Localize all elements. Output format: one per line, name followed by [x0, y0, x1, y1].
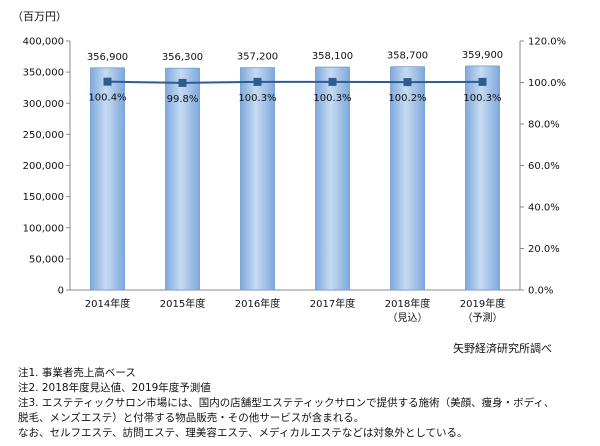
left-tick-label: 100,000 [23, 223, 64, 234]
growth-rate-line [107, 80, 483, 84]
notes: 注1. 事業者売上高ベース 注2. 2018年度見込値、2019年度予測値 注3… [18, 366, 554, 441]
left-tick-label: 350,000 [23, 68, 64, 79]
x-tick-label: 2015年度 [160, 297, 205, 310]
x-tick-label: 2016年度 [235, 297, 280, 310]
source-label: 矢野経済研究所調べ [453, 342, 552, 355]
growth-rate-label: 100.2% [388, 93, 426, 104]
left-tick-label: 50,000 [29, 254, 64, 265]
note-3: 注3. エステティックサロン市場には、国内の店舗型エステティックサロンで提供する… [18, 397, 555, 409]
bar-value-label: 356,900 [87, 52, 128, 63]
right-tick-label: 60.0% [528, 161, 560, 172]
bar-value-label: 358,700 [387, 51, 428, 62]
left-tick-label: 0 [58, 286, 64, 297]
bar [390, 66, 425, 291]
x-tick-sublabel: （見込） [388, 312, 428, 324]
growth-rate-marker [478, 77, 487, 86]
growth-rate-marker [253, 77, 262, 86]
note-1: 注1. 事業者売上高ベース [18, 367, 136, 379]
right-tick-label: 20.0% [528, 244, 560, 255]
right-tick-label: 100.0% [528, 78, 566, 89]
bar [465, 65, 500, 291]
chart-svg: 0 50,000 100,000 150,000 200,000 250,000 300,0… [23, 37, 567, 325]
growth-rate-marker [178, 78, 187, 87]
note-3-continued: 脱毛、メンズエステ）と付帯する物品販売・その他サービスが含まれる。 [18, 412, 365, 424]
note-4: なお、セルフエステ、訪問エステ、理美容エステ、メディカルエステなどは対象外として… [18, 427, 468, 439]
bar [315, 66, 350, 291]
growth-rate-label: 100.3% [463, 93, 501, 104]
left-tick-label: 200,000 [23, 161, 64, 172]
left-tick-label: 300,000 [23, 99, 64, 110]
right-tick-label: 120.0% [528, 37, 566, 48]
growth-rate-marker [403, 78, 412, 87]
bar-value-label: 356,300 [162, 52, 203, 63]
growth-rate-marker [328, 77, 337, 86]
growth-rate-label: 100.3% [313, 93, 351, 104]
bar [90, 67, 125, 291]
x-tick-label: 2018年度 [385, 297, 430, 310]
left-tick-label: 150,000 [23, 192, 64, 203]
bar-value-label: 359,900 [462, 50, 503, 61]
bar-value-label: 357,200 [237, 52, 278, 63]
growth-rate-label: 99.8% [167, 94, 199, 105]
bar [165, 67, 200, 291]
growth-rate-label: 100.4% [88, 93, 126, 104]
right-tick-label: 80.0% [528, 120, 560, 131]
chart: 0 50,000 100,000 150,000 200,000 250,000 300,0… [23, 37, 567, 325]
growth-rate-marker [103, 77, 112, 86]
left-tick-label: 400,000 [23, 37, 64, 48]
note-2: 注2. 2018年度見込値、2019年度予測値 [18, 382, 211, 394]
bar-value-label: 358,100 [312, 51, 353, 62]
growth-rate-label: 100.3% [238, 93, 276, 104]
unit-label: （百万円） [12, 10, 67, 23]
x-tick-sublabel: （予測） [463, 311, 503, 324]
x-tick-label: 2019年度 [460, 297, 505, 310]
right-tick-label: 40.0% [528, 203, 560, 214]
x-tick-label: 2017年度 [310, 297, 355, 310]
bar [240, 67, 275, 291]
right-tick-label: 0.0% [528, 286, 553, 297]
left-tick-label: 250,000 [23, 130, 64, 141]
x-tick-label: 2014年度 [85, 297, 130, 310]
